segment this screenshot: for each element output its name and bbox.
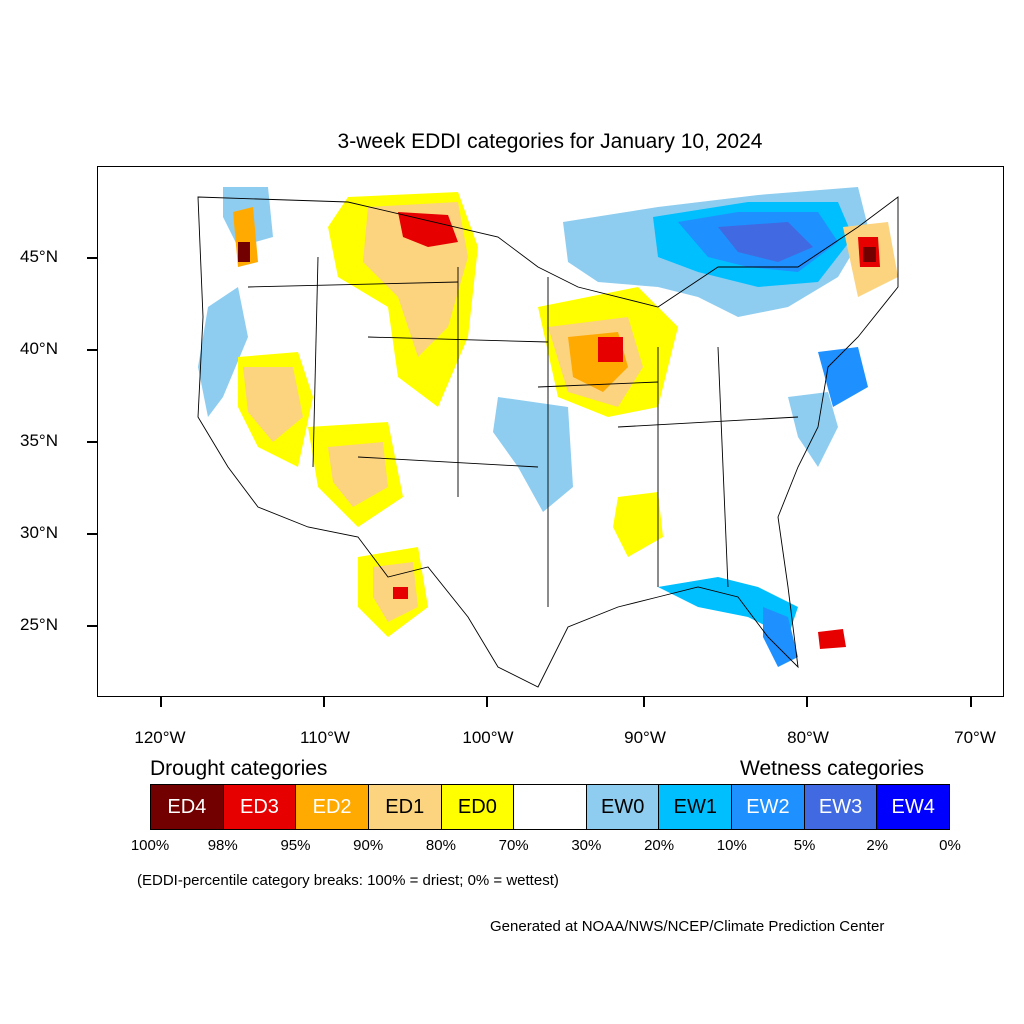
x-tick <box>970 697 972 707</box>
legend-box-ed2: ED2 <box>296 785 369 829</box>
chart-title: 3-week EDDI categories for January 10, 2… <box>337 130 763 153</box>
legend-box-neutral <box>514 785 587 829</box>
texas-ed3 <box>393 587 408 599</box>
y-tick <box>87 257 97 259</box>
x-axis-label-70w: 70°W <box>954 728 996 747</box>
state-line-8 <box>717 346 729 588</box>
montana-ed3 <box>398 212 458 247</box>
southern-plains-wet <box>493 397 573 512</box>
legend-box-ew4: EW4 <box>877 785 950 829</box>
map-svg <box>197 187 899 688</box>
y-axis-label-45: 45°N <box>20 247 58 266</box>
y-tick <box>87 349 97 351</box>
mid-atlantic-wet <box>788 392 838 467</box>
percent-break-label: 30% <box>571 837 602 854</box>
washington-ed4 <box>238 242 250 262</box>
state-line-10 <box>537 381 659 388</box>
category-legend: ED4 ED3 ED2 ED1 ED0 EW0 EW1 EW2 EW3 EW4 <box>150 784 950 830</box>
west-coast-wet <box>198 287 248 417</box>
legend-box-ew0: EW0 <box>586 785 660 829</box>
x-tick <box>486 697 488 707</box>
percent-break-label: 0% <box>939 837 961 854</box>
percent-break-label: 2% <box>866 837 889 854</box>
percent-break-label: 95% <box>280 837 311 854</box>
x-axis-label-110w: 110°W <box>300 728 350 747</box>
percent-break-label: 90% <box>353 837 384 854</box>
y-axis-label-25: 25°N <box>20 615 58 634</box>
eddi-map <box>97 166 1004 697</box>
drought-heading: Drought categories <box>150 757 328 780</box>
x-axis-label-90w: 90°W <box>624 728 666 747</box>
legend-box-ed1: ED1 <box>368 785 442 829</box>
x-tick <box>160 697 162 707</box>
y-tick <box>87 625 97 627</box>
x-tick <box>643 697 645 707</box>
us-outline <box>197 196 899 688</box>
percent-break-label: 10% <box>716 837 747 854</box>
great-basin-ed1 <box>243 367 303 442</box>
wetness-areas <box>198 187 868 667</box>
y-axis-label-35: 35°N <box>20 431 58 450</box>
wetness-heading: Wetness categories <box>740 757 925 780</box>
percent-break-label: 80% <box>425 837 456 854</box>
florida-wet <box>763 607 798 667</box>
category-note: (EDDI-percentile category breaks: 100% =… <box>137 872 559 889</box>
southeast-dry <box>613 492 663 557</box>
legend-box-ed0: ED0 <box>441 785 515 829</box>
legend-box-ed3: ED3 <box>223 785 297 829</box>
percent-break-label: 100% <box>130 837 170 854</box>
legend-box-ew1: EW1 <box>659 785 733 829</box>
legend-box-ed4: ED4 <box>151 785 224 829</box>
percent-break-label: 20% <box>644 837 675 854</box>
credit-text: Generated at NOAA/NWS/NCEP/Climate Predi… <box>490 918 885 935</box>
y-tick <box>87 533 97 535</box>
state-line-3 <box>357 456 539 468</box>
drought-areas <box>233 192 898 649</box>
ontario-wet-ew3 <box>718 222 813 262</box>
state-line-1 <box>312 256 319 468</box>
bahamas-ed3 <box>818 629 846 649</box>
percent-break-label: 98% <box>207 837 238 854</box>
x-axis-label-120w: 120°W <box>134 728 186 747</box>
maine-ed4 <box>863 247 876 262</box>
percent-break-label: 70% <box>498 837 529 854</box>
borders <box>197 196 899 688</box>
east-coast-wet-strip <box>818 347 868 407</box>
state-line-6 <box>617 416 799 428</box>
y-axis-label-40: 40°N <box>20 339 58 358</box>
x-axis-label-80w: 80°W <box>787 728 829 747</box>
x-tick <box>806 697 808 707</box>
legend-box-ew2: EW2 <box>732 785 805 829</box>
x-tick <box>323 697 325 707</box>
legend-box-ew3: EW3 <box>804 785 878 829</box>
percent-break-label: 5% <box>793 837 816 854</box>
y-axis-label-30: 30°N <box>20 523 58 542</box>
state-line-9 <box>247 281 459 288</box>
x-axis-label-100w: 100°W <box>462 728 514 747</box>
wisconsin-ed3 <box>598 337 623 362</box>
y-tick <box>87 441 97 443</box>
